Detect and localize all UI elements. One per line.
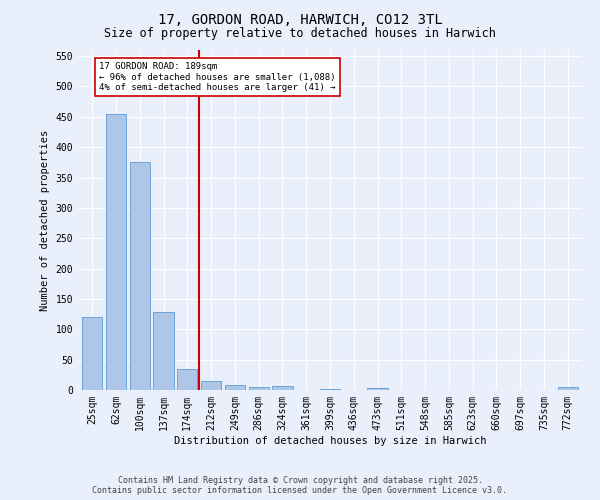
Text: 17 GORDON ROAD: 189sqm
← 96% of detached houses are smaller (1,088)
4% of semi-d: 17 GORDON ROAD: 189sqm ← 96% of detached… [100, 62, 336, 92]
Text: Contains HM Land Registry data © Crown copyright and database right 2025.
Contai: Contains HM Land Registry data © Crown c… [92, 476, 508, 495]
Bar [82, 317, 103, 390]
Bar [177, 369, 197, 390]
Y-axis label: Number of detached properties: Number of detached properties [40, 130, 50, 310]
Bar [367, 388, 388, 390]
Bar [557, 387, 578, 390]
Bar [130, 162, 150, 390]
Bar [225, 384, 245, 390]
Bar [106, 114, 126, 390]
Bar [154, 312, 173, 390]
Text: Size of property relative to detached houses in Harwich: Size of property relative to detached ho… [104, 28, 496, 40]
Bar [201, 381, 221, 390]
Bar [248, 387, 269, 390]
Bar [272, 386, 293, 390]
X-axis label: Distribution of detached houses by size in Harwich: Distribution of detached houses by size … [174, 436, 486, 446]
Text: 17, GORDON ROAD, HARWICH, CO12 3TL: 17, GORDON ROAD, HARWICH, CO12 3TL [158, 12, 442, 26]
